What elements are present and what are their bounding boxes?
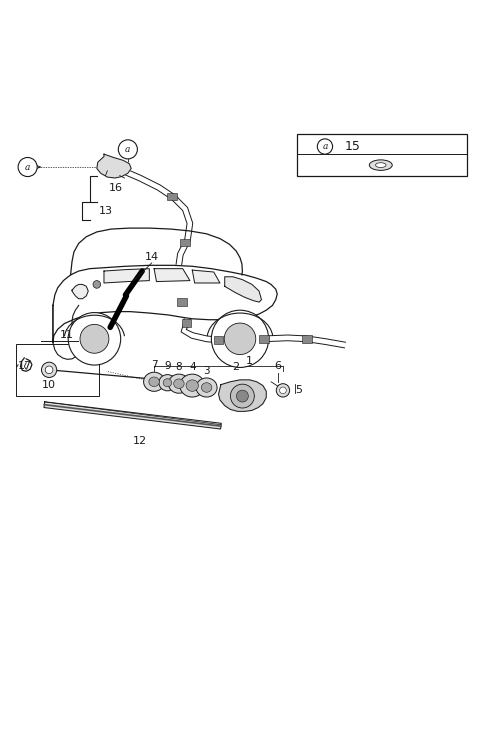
Ellipse shape	[149, 377, 159, 386]
Text: 17: 17	[18, 361, 32, 372]
Ellipse shape	[144, 372, 165, 391]
Text: a: a	[125, 145, 131, 154]
Ellipse shape	[375, 163, 386, 168]
Text: 13: 13	[99, 206, 113, 216]
Circle shape	[211, 310, 269, 367]
Circle shape	[41, 362, 57, 377]
Circle shape	[276, 383, 289, 397]
Circle shape	[18, 158, 37, 177]
Circle shape	[80, 325, 109, 353]
Ellipse shape	[186, 380, 199, 391]
Circle shape	[280, 387, 286, 394]
Text: 1: 1	[246, 356, 253, 366]
Ellipse shape	[168, 374, 190, 393]
Ellipse shape	[159, 375, 176, 391]
Text: 14: 14	[144, 251, 159, 262]
Ellipse shape	[196, 378, 217, 397]
Polygon shape	[97, 154, 131, 178]
Circle shape	[45, 366, 53, 374]
Text: 9: 9	[164, 361, 171, 372]
Polygon shape	[192, 270, 220, 283]
Ellipse shape	[163, 379, 172, 387]
Text: 11: 11	[60, 331, 74, 340]
Polygon shape	[104, 269, 149, 283]
Circle shape	[68, 312, 120, 365]
Ellipse shape	[180, 374, 204, 397]
Polygon shape	[218, 380, 266, 411]
Text: 5: 5	[295, 386, 302, 395]
Text: a: a	[322, 142, 328, 151]
Ellipse shape	[369, 160, 392, 170]
Bar	[168, 193, 177, 200]
Text: 10: 10	[42, 380, 56, 390]
Ellipse shape	[174, 379, 184, 388]
Text: 12: 12	[133, 435, 147, 446]
Bar	[302, 335, 312, 342]
Text: 8: 8	[176, 362, 182, 372]
Polygon shape	[72, 284, 88, 299]
Polygon shape	[154, 269, 190, 281]
Circle shape	[224, 323, 256, 355]
Circle shape	[317, 139, 333, 154]
Text: 4: 4	[189, 362, 195, 372]
Ellipse shape	[201, 383, 212, 392]
Bar	[259, 335, 269, 342]
Bar	[180, 239, 190, 246]
Text: 15: 15	[345, 140, 361, 153]
Text: 16: 16	[109, 183, 123, 194]
Text: a: a	[25, 163, 30, 172]
Text: 2: 2	[233, 362, 240, 372]
Text: 6: 6	[275, 361, 282, 372]
Bar	[297, 133, 467, 176]
Circle shape	[93, 281, 101, 288]
Bar	[214, 336, 223, 344]
Bar	[182, 320, 192, 327]
Text: 3: 3	[204, 366, 210, 376]
Circle shape	[237, 390, 248, 402]
Polygon shape	[44, 402, 221, 429]
Text: 7: 7	[151, 361, 157, 370]
Bar	[177, 298, 187, 306]
Polygon shape	[53, 265, 277, 342]
Polygon shape	[225, 277, 262, 302]
Circle shape	[230, 384, 254, 408]
Bar	[16, 344, 99, 396]
Circle shape	[118, 140, 137, 159]
